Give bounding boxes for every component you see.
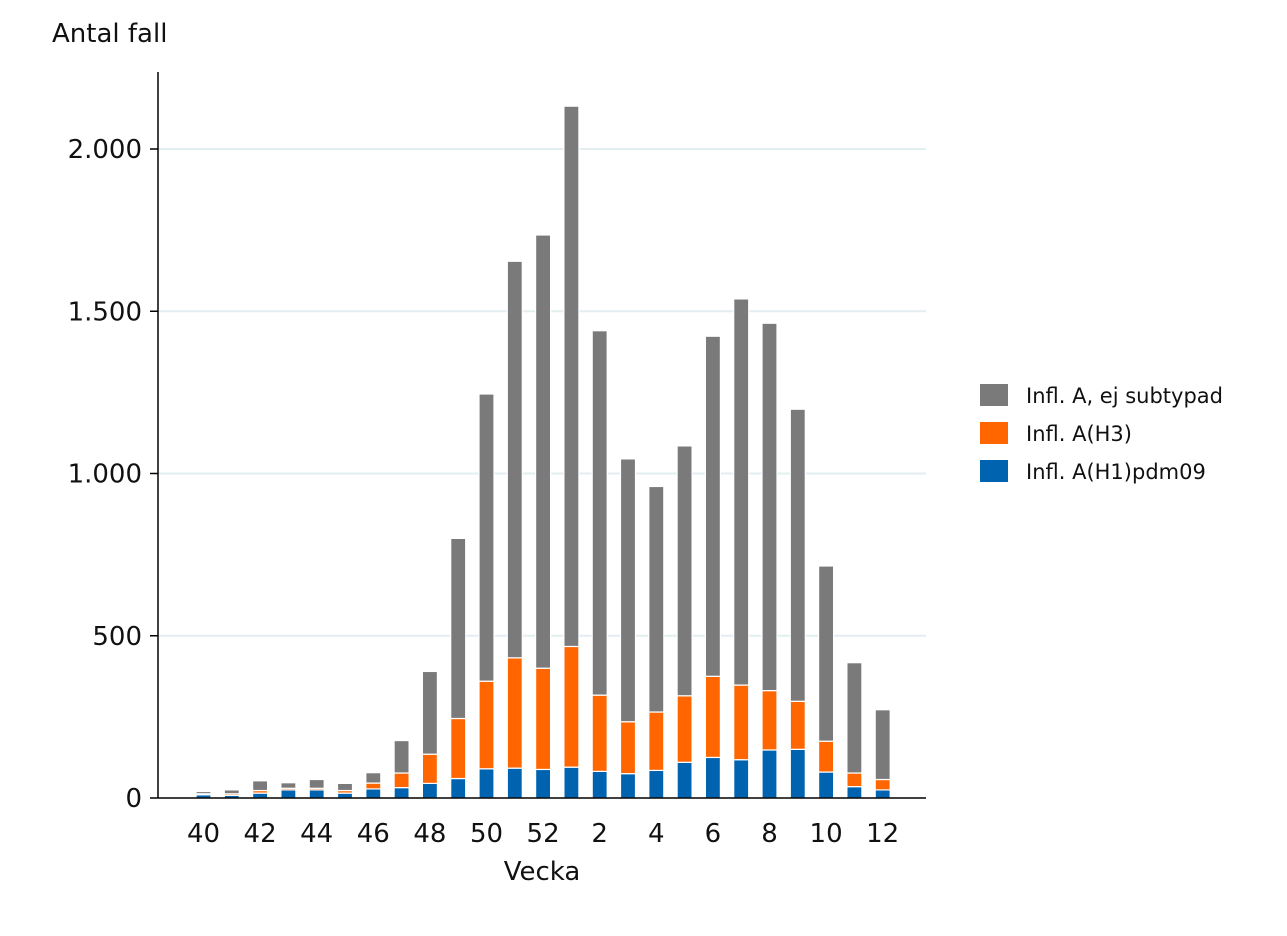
axes — [157, 72, 926, 799]
y-tick-label: 1.500 — [68, 297, 142, 327]
bar-segment — [534, 768, 552, 799]
bar-segment — [874, 789, 891, 799]
x-tick-label: 52 — [527, 819, 560, 849]
y-tick-label: 2.000 — [68, 135, 142, 165]
bar-segment — [676, 695, 693, 763]
x-tick-label: 8 — [761, 819, 778, 849]
bar-segment — [761, 689, 778, 751]
legend-label: Infl. A(H1)pdm09 — [1026, 460, 1206, 484]
bar-segment — [336, 782, 354, 792]
x-tick-label: 12 — [866, 819, 899, 849]
bar-segment — [789, 408, 806, 702]
bar-segment — [393, 787, 410, 799]
bar-segment — [308, 778, 325, 789]
bar-segment — [733, 298, 750, 686]
bar-segment — [591, 330, 608, 696]
bars — [195, 105, 891, 799]
bar-segment — [704, 756, 722, 799]
bar-segment — [478, 768, 495, 799]
x-tick-label: 4 — [648, 819, 665, 849]
bar-segment — [421, 753, 438, 784]
bar-segment — [252, 780, 269, 792]
bar-segment — [619, 721, 637, 775]
bar-segment — [223, 789, 240, 795]
bar-segment — [846, 662, 863, 774]
bar-segment — [648, 769, 665, 799]
bar-segment — [676, 761, 693, 799]
y-tick-label: 500 — [92, 622, 142, 652]
bar-segment — [591, 770, 608, 799]
x-tick-label: 10 — [810, 819, 843, 849]
legend-label: Infl. A(H3) — [1026, 422, 1132, 446]
bar-segment — [421, 670, 438, 755]
y-tick-label: 1.000 — [68, 460, 142, 490]
bar-segment — [591, 694, 608, 772]
bar-segment — [393, 739, 410, 774]
bar-segment — [393, 772, 410, 789]
legend: Infl. A, ej subtypad Infl. A(H3) Infl. A(H… — [980, 384, 1223, 484]
bar-segment — [478, 393, 495, 682]
x-tick-label: 2 — [591, 819, 608, 849]
bar-segment — [195, 790, 212, 795]
bar-segment — [817, 771, 835, 799]
bar-segment — [676, 445, 693, 697]
bar-segment — [619, 773, 637, 799]
bar-segment — [506, 260, 523, 659]
bar-segment — [817, 740, 835, 773]
bar-segment — [506, 767, 523, 799]
bar-segment — [450, 717, 467, 780]
bar-segment — [704, 335, 722, 677]
bar-segment — [365, 772, 382, 784]
bar-segment — [789, 700, 806, 750]
bar-segment — [761, 749, 778, 799]
bar-segment — [534, 234, 552, 669]
x-tick-label: 40 — [187, 819, 220, 849]
bar-segment — [817, 565, 835, 742]
y-axis-title: Antal fall — [52, 19, 167, 49]
bar-segment — [846, 786, 863, 799]
bar-segment — [534, 667, 552, 771]
bar-segment — [733, 684, 750, 761]
x-tick-label: 42 — [244, 819, 277, 849]
legend-swatch — [980, 422, 1008, 444]
legend-swatch — [980, 460, 1008, 482]
y-tick-label: 0 — [125, 784, 142, 814]
x-tick-label: 46 — [357, 819, 390, 849]
x-axis-title: Vecka — [504, 857, 581, 887]
bar-segment — [619, 458, 637, 723]
x-tick-label: 44 — [300, 819, 333, 849]
x-ticks: 40 42 44 46 48 50 52 2 4 6 8 10 12 — [187, 819, 899, 849]
bar-segment — [421, 782, 438, 799]
bar-segment — [506, 657, 523, 769]
bar-segment — [563, 105, 580, 648]
bar-segment — [733, 759, 750, 799]
bar-segment — [450, 537, 467, 720]
bar-segment — [563, 766, 580, 799]
bar-segment — [704, 675, 722, 759]
x-tick-label: 50 — [470, 819, 503, 849]
y-ticks: 0 500 1.000 1.500 2.000 — [68, 135, 158, 814]
bar-segment — [846, 772, 863, 788]
bar-segment — [450, 777, 467, 799]
bar-segment — [648, 711, 665, 772]
bar-segment — [563, 645, 580, 768]
bar-segment — [308, 789, 325, 799]
bar-segment — [789, 748, 806, 799]
bar-segment — [648, 485, 665, 713]
bar-segment — [478, 680, 495, 770]
bar-segment — [280, 789, 297, 799]
x-tick-label: 48 — [413, 819, 446, 849]
bar-segment — [874, 709, 891, 781]
bar-segment — [874, 778, 891, 791]
legend-label: Infl. A, ej subtypad — [1026, 384, 1223, 408]
bar-segment — [365, 788, 382, 799]
bar-segment — [280, 782, 297, 789]
x-tick-label: 6 — [705, 819, 722, 849]
bar-segment — [761, 322, 778, 692]
legend-swatch — [980, 384, 1008, 406]
bar-segment — [365, 782, 382, 790]
